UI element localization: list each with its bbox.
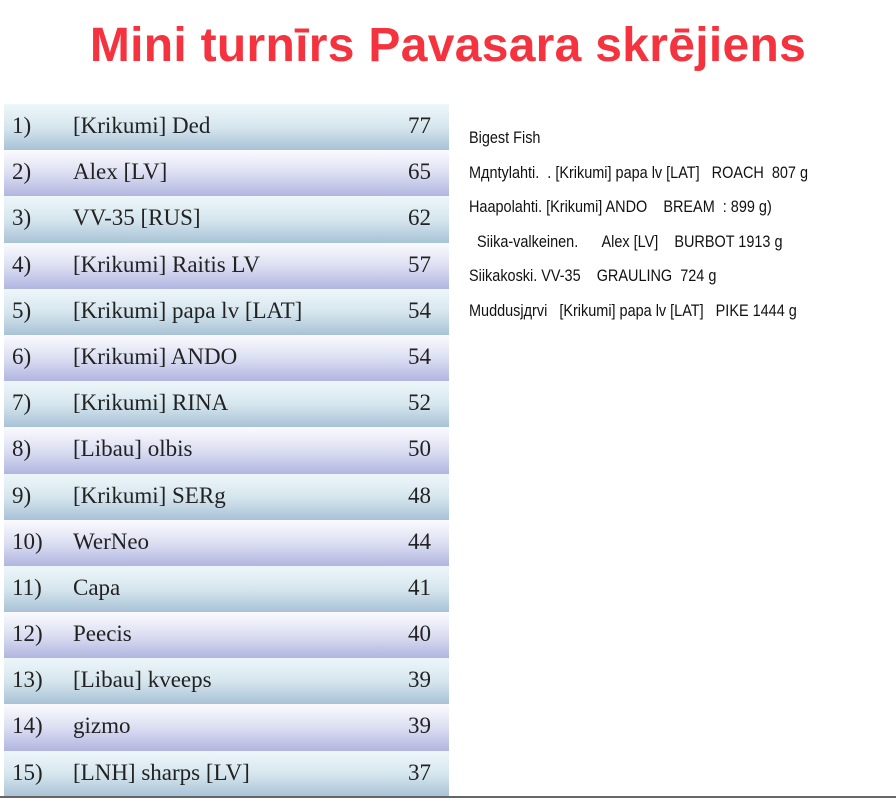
row-score: 52 bbox=[408, 390, 431, 416]
biggest-fish-heading: Bigest Fish bbox=[469, 128, 541, 147]
row-score: 39 bbox=[408, 713, 431, 739]
row-rank: 12) bbox=[12, 621, 43, 647]
row-rank: 9) bbox=[12, 482, 32, 508]
standings-row: 13) [Libau] kveeps 39 bbox=[4, 658, 449, 705]
biggest-fish-entry: Haapolahti. [Krikumi] ANDO BREAM : 899 g… bbox=[469, 197, 772, 216]
row-name: [Krikumi] ANDO bbox=[73, 343, 238, 369]
row-name: Capa bbox=[73, 574, 121, 600]
biggest-fish-list: Bigest Fish Mдntylahti. . [Krikumi] papa… bbox=[469, 128, 808, 335]
row-name: Alex [LV] bbox=[73, 159, 168, 185]
row-score: 62 bbox=[408, 205, 431, 231]
row-score: 48 bbox=[408, 482, 431, 508]
standings-row: 6) [Krikumi] ANDO 54 bbox=[4, 334, 449, 382]
row-name: [Krikumi] SERg bbox=[73, 482, 226, 508]
row-rank: 2) bbox=[12, 159, 32, 185]
row-rank: 3) bbox=[12, 205, 32, 231]
biggest-fish-entry: Siikakoski. VV-35 GRAULING 724 g bbox=[469, 266, 717, 285]
standings-row: 2) Alex [LV] 65 bbox=[4, 150, 449, 197]
row-score: 54 bbox=[408, 297, 431, 323]
row-name: Peecis bbox=[73, 621, 132, 647]
row-rank: 15) bbox=[12, 759, 43, 785]
row-score: 40 bbox=[408, 621, 431, 647]
bottom-divider bbox=[0, 796, 896, 798]
row-rank: 10) bbox=[12, 528, 43, 554]
standings-row: 12) Peecis 40 bbox=[4, 612, 449, 659]
row-name: [Libau] olbis bbox=[73, 436, 193, 462]
row-rank: 7) bbox=[12, 390, 32, 416]
row-name: [LNH] sharps [LV] bbox=[73, 759, 250, 785]
row-score: 54 bbox=[408, 343, 431, 369]
biggest-fish-entry: Siika-valkeinen. Alex [LV] BURBOT 1913 g bbox=[469, 231, 783, 251]
biggest-fish-entry: Mдntylahti. . [Krikumi] papa lv [LAT] RO… bbox=[469, 162, 809, 182]
row-score: 37 bbox=[408, 759, 431, 785]
standings-row: 5) [Krikumi] papa lv [LAT] 54 bbox=[4, 288, 449, 335]
row-score: 50 bbox=[408, 436, 431, 462]
standings-row: 11) Capa 41 bbox=[4, 565, 449, 613]
row-name: gizmo bbox=[73, 713, 131, 739]
biggest-fish-entry: Muddusjдrvi [Krikumi] papa lv [LAT] PIKE… bbox=[469, 300, 797, 320]
standings-row: 4) [Krikumi] Raitis LV 57 bbox=[4, 242, 449, 289]
row-rank: 6) bbox=[12, 343, 32, 369]
standings-row: 14) gizmo 39 bbox=[4, 704, 449, 751]
row-rank: 13) bbox=[12, 667, 43, 693]
row-rank: 8) bbox=[12, 436, 32, 462]
standings-row: 9) [Krikumi] SERg 48 bbox=[4, 473, 449, 520]
row-name: [Krikumi] RINA bbox=[73, 390, 229, 416]
standings-row: 1) [Krikumi] Ded 77 bbox=[4, 104, 449, 151]
row-rank: 5) bbox=[12, 297, 32, 323]
standings-row: 10) WerNeo 44 bbox=[4, 519, 449, 566]
page-title: Mini turnīrs Pavasara skrējiens bbox=[89, 19, 807, 72]
standings-row: 3) VV-35 [RUS] 62 bbox=[4, 196, 449, 243]
row-name: [Libau] kveeps bbox=[73, 667, 212, 693]
row-rank: 1) bbox=[12, 113, 32, 138]
row-name: WerNeo bbox=[73, 528, 150, 554]
row-score: 41 bbox=[408, 574, 431, 600]
row-score: 77 bbox=[408, 113, 431, 138]
standings-row: 8) [Libau] olbis 50 bbox=[4, 427, 449, 474]
row-name: VV-35 [RUS] bbox=[73, 205, 201, 231]
row-score: 39 bbox=[408, 667, 431, 693]
row-rank: 14) bbox=[12, 713, 43, 739]
row-rank: 4) bbox=[12, 251, 32, 277]
row-name: [Krikumi] Ded bbox=[73, 113, 211, 138]
row-name: [Krikumi] papa lv [LAT] bbox=[73, 297, 303, 323]
row-score: 57 bbox=[408, 251, 431, 277]
row-rank: 11) bbox=[12, 574, 42, 600]
standings-row: 15) [LNH] sharps [LV] 37 bbox=[4, 750, 449, 797]
row-name: [Krikumi] Raitis LV bbox=[73, 251, 260, 277]
standings-row: 7) [Krikumi] RINA 52 bbox=[4, 381, 449, 428]
row-score: 44 bbox=[408, 528, 431, 554]
standings-table: 1) [Krikumi] Ded 77 2) Alex [LV] 65 3) VV-35 [R… bbox=[4, 104, 449, 797]
row-score: 65 bbox=[408, 159, 431, 185]
